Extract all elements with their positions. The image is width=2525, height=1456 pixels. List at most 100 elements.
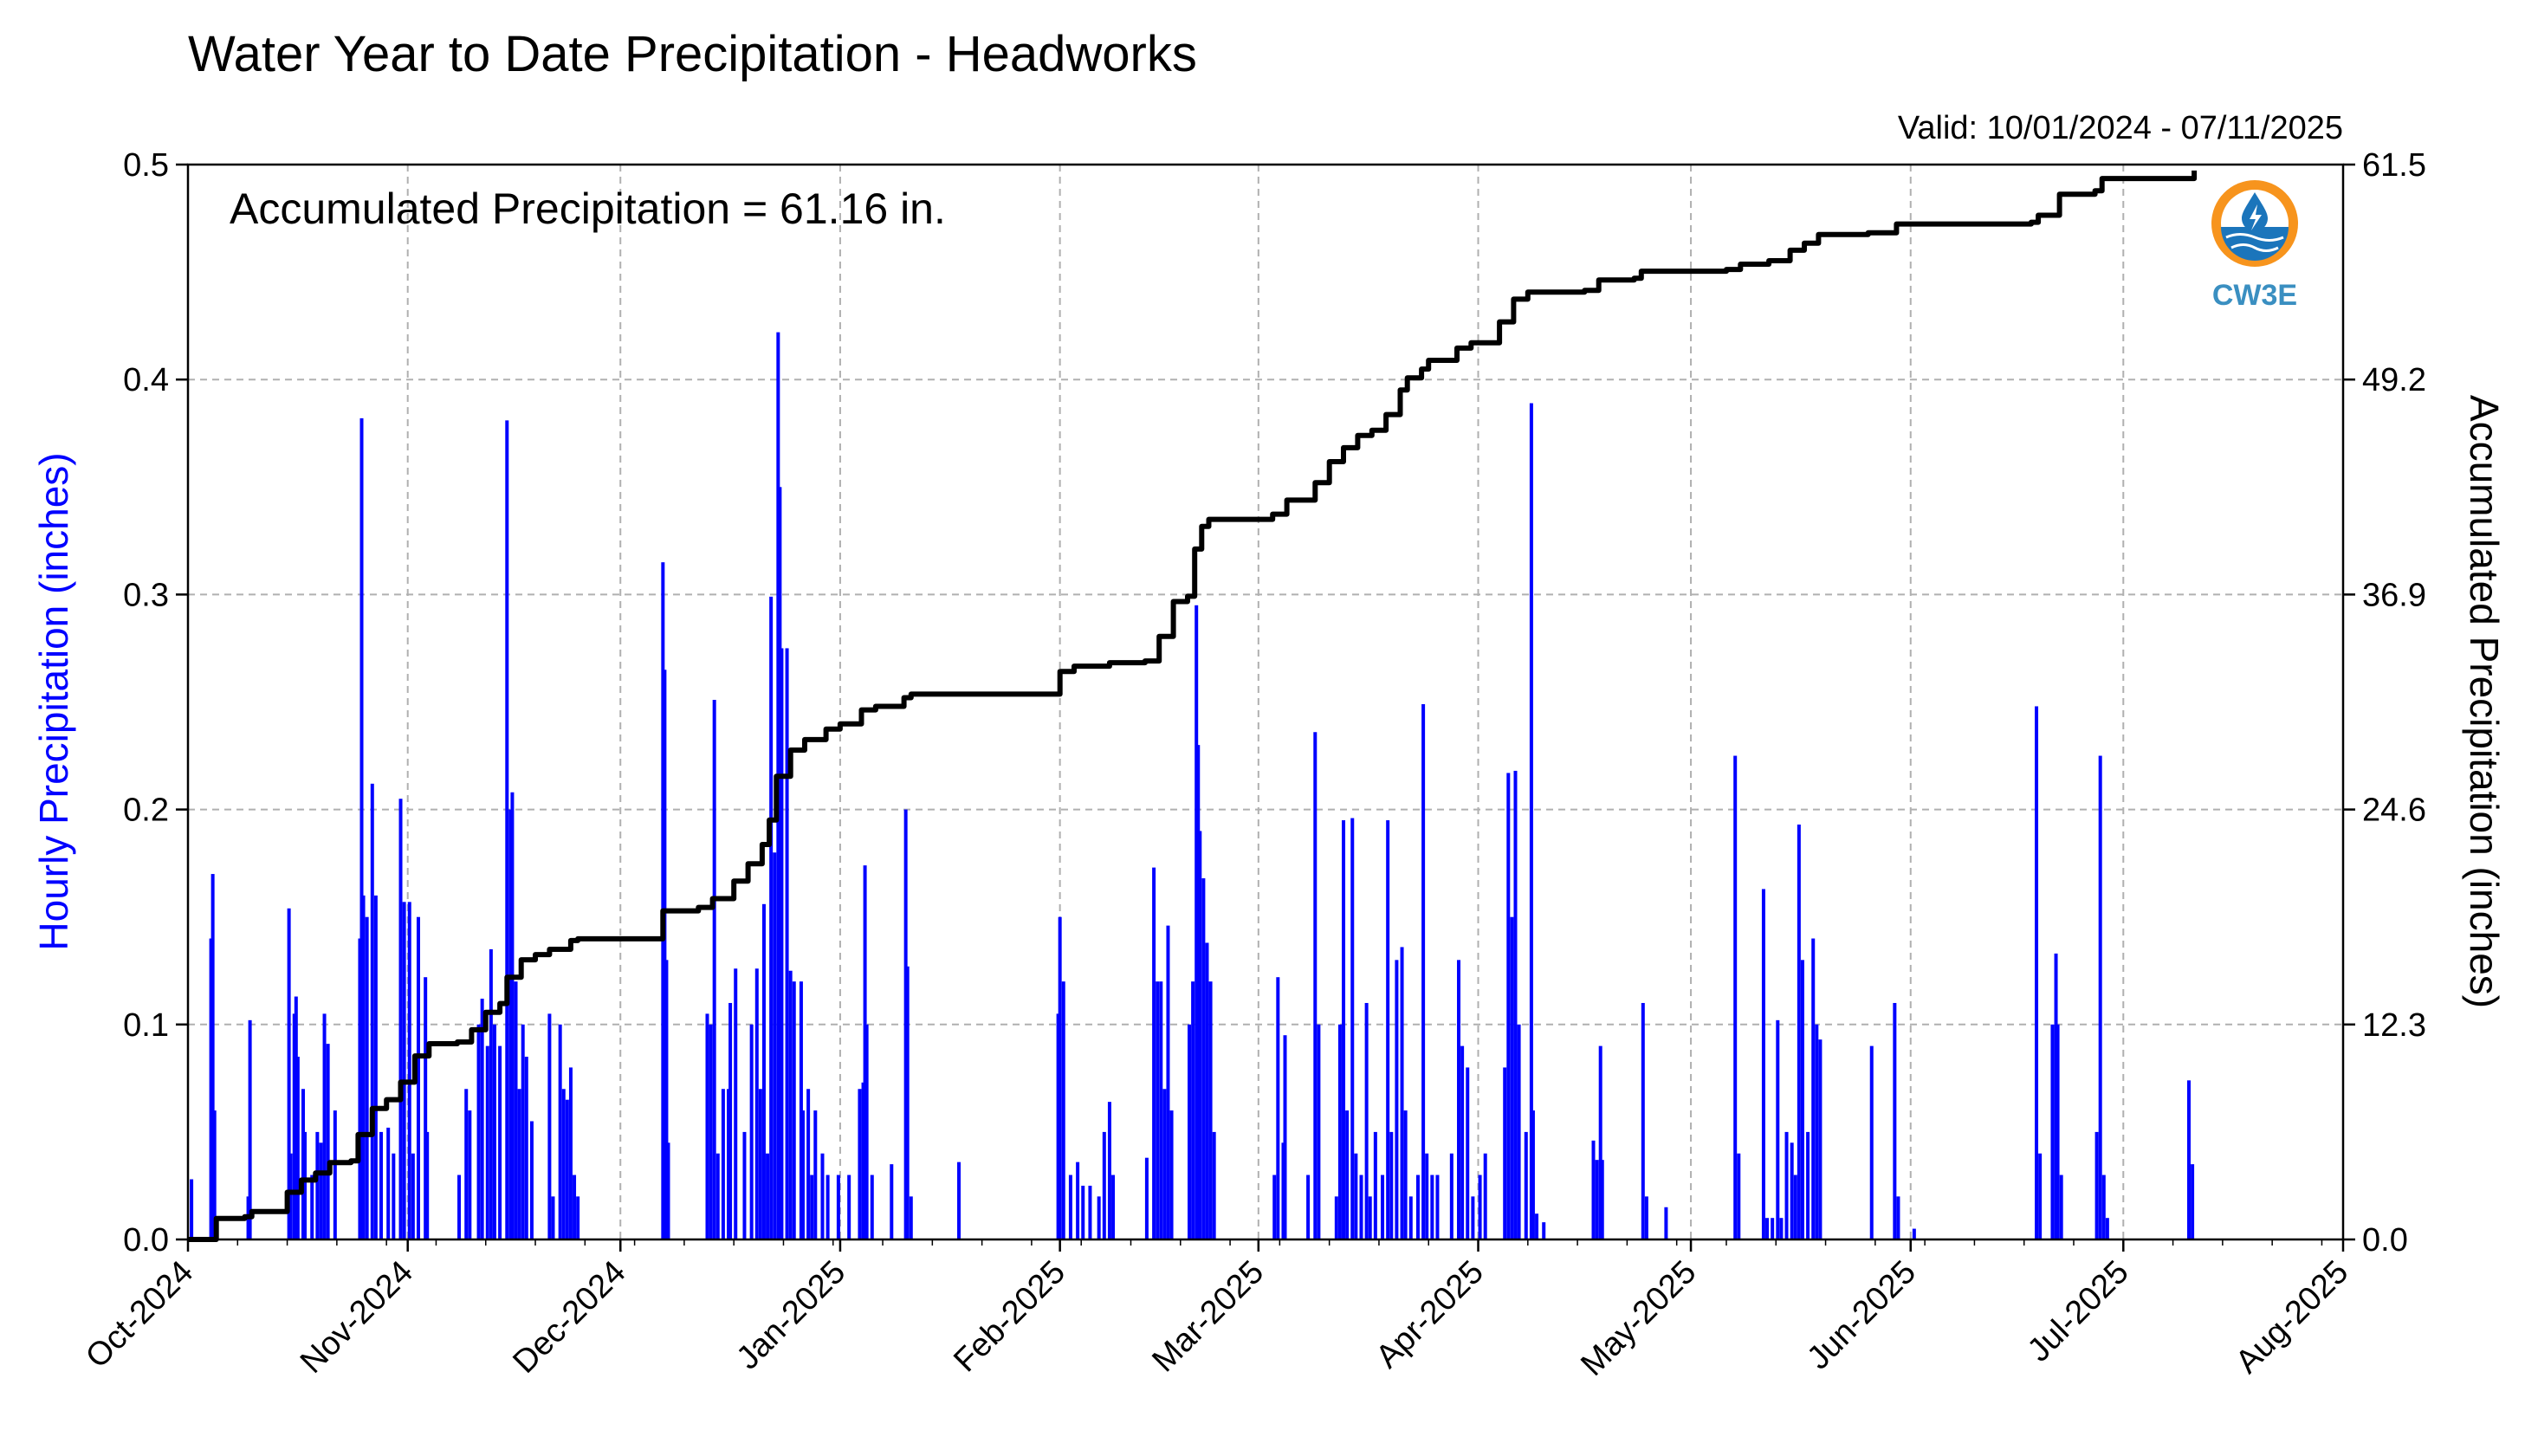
precipitation-bar	[800, 1110, 805, 1239]
precipitation-bar	[903, 809, 908, 1239]
precipitation-bar	[1524, 1131, 1528, 1239]
precipitation-bar	[909, 1196, 913, 1239]
precipitation-bar	[666, 1142, 670, 1239]
precipitation-bar	[1733, 755, 1738, 1239]
precipitation-bar	[1595, 1160, 1599, 1239]
precipitation-bar	[416, 916, 420, 1239]
y-axis-left: 0.0 0.1 0.2 0.3 0.4 0.5	[123, 147, 188, 1259]
y-left-tick-label: 0.4	[123, 362, 169, 398]
precipitation-bar	[561, 1089, 566, 1239]
precipitation-bar	[1058, 916, 1062, 1239]
precipitation-bar	[712, 700, 716, 1239]
precipitation-bar	[1415, 1175, 1420, 1239]
precipitation-bar	[1097, 1196, 1101, 1239]
y-axis-right-label: Accumulated Precipitation (inches)	[2462, 395, 2507, 1008]
precipitation-bar	[1317, 1024, 1321, 1239]
precipitation-bar	[1425, 1153, 1429, 1239]
y-left-tick-label: 0.5	[123, 147, 169, 184]
precipitation-bar	[1196, 745, 1201, 1239]
precipitation-bar	[303, 1131, 308, 1239]
precipitation-bar	[863, 865, 867, 1239]
precipitation-bar	[1869, 1045, 1874, 1239]
precipitation-bar	[2101, 1175, 2106, 1239]
precipitation-bar	[1088, 1185, 1092, 1239]
precipitation-bar	[370, 783, 374, 1239]
precipitation-bar	[1111, 1175, 1116, 1239]
y-left-tick-label: 0.3	[123, 577, 169, 613]
accumulated-precipitation-line	[188, 170, 2198, 1242]
precipitation-bar	[508, 809, 513, 1239]
precipitation-bar	[1381, 1175, 1385, 1239]
precipitation-bar	[1600, 1160, 1604, 1239]
precipitation-bar	[424, 977, 428, 1239]
precipitation-bar	[315, 1131, 320, 1239]
precipitation-bar	[398, 799, 403, 1239]
precipitation-bar	[386, 1127, 391, 1239]
precipitation-bar	[663, 670, 667, 1239]
precipitation-bar	[1334, 1196, 1338, 1239]
y-left-tick-label: 0.1	[123, 1007, 169, 1044]
cw3e-logo-icon	[2211, 180, 2298, 267]
precipitation-bar	[1510, 916, 1514, 1239]
precipitation-bar	[210, 874, 215, 1239]
precipitation-bar	[1306, 1175, 1311, 1239]
precipitation-bar	[1068, 1175, 1072, 1239]
precipitation-bar	[489, 948, 493, 1239]
precipitation-bar	[858, 1089, 862, 1239]
precipitation-bar	[1784, 1131, 1789, 1239]
valid-date-range: Valid: 10/01/2024 - 07/11/2025	[1898, 110, 2343, 146]
precipitation-bar	[1368, 1196, 1372, 1239]
precipitation-bar	[551, 1196, 555, 1239]
precipitation-bar	[2094, 1131, 2099, 1239]
chart-title: Water Year to Date Precipitation - Headw…	[188, 26, 1197, 82]
precipitation-bar	[457, 1175, 462, 1239]
precipitation-bar	[358, 938, 362, 1239]
precipitation-bar	[761, 903, 766, 1239]
precipitation-bar	[1061, 981, 1065, 1239]
precipitation-bar	[573, 1175, 577, 1239]
precipitation-bar	[1354, 1153, 1358, 1239]
precipitation-bar	[905, 966, 910, 1239]
precipitation-bar	[1535, 1213, 1539, 1239]
precipitation-bar	[664, 960, 669, 1239]
precipitation-bar	[2059, 1175, 2063, 1239]
precipitation-bar	[248, 1019, 252, 1239]
precipitation-bar	[190, 1179, 194, 1239]
precipitation-bar	[521, 1024, 525, 1239]
precipitation-bar	[2186, 1080, 2191, 1239]
precipitation-bar	[1896, 1196, 1900, 1239]
precipitation-bar	[1272, 1175, 1277, 1239]
precipitation-bar	[778, 487, 782, 1239]
precipitation-bar	[825, 1175, 830, 1239]
precipitation-bar	[333, 1110, 337, 1239]
precipitation-bar	[1195, 605, 1199, 1239]
precipitation-bar	[847, 1175, 851, 1239]
precipitation-bar	[558, 1024, 562, 1239]
precipitation-bar	[715, 1153, 720, 1239]
precipitation-bar	[1506, 773, 1511, 1239]
precipitation-bar	[2191, 1164, 2195, 1239]
precipitation-bar	[2035, 706, 2039, 1239]
precipitation-bar	[514, 981, 518, 1239]
precipitation-bar	[1421, 703, 1426, 1239]
y-right-tick-label: 49.2	[2362, 362, 2426, 398]
precipitation-bar	[1531, 1110, 1535, 1239]
precipitation-bar	[1483, 1153, 1487, 1239]
precipitation-bar	[287, 908, 291, 1239]
precipitation-bar	[1471, 1196, 1475, 1239]
precipitation-bar	[292, 1013, 296, 1239]
precipitation-bar	[1208, 981, 1213, 1239]
precipitation-bar	[1806, 1131, 1810, 1239]
y-right-tick-label: 0.0	[2362, 1222, 2408, 1259]
precipitation-bar	[799, 981, 803, 1239]
precipitation-bar	[288, 1153, 293, 1239]
precipitation-bar	[1276, 977, 1280, 1239]
precipitation-bar	[1800, 960, 1804, 1239]
precipitation-bar	[1102, 1131, 1106, 1239]
precipitation-bar	[379, 1131, 384, 1239]
precipitation-bar	[1400, 947, 1404, 1239]
precipitation-bar	[1765, 1218, 1770, 1239]
precipitation-bar	[785, 648, 789, 1239]
precipitation-bar	[1313, 732, 1318, 1239]
